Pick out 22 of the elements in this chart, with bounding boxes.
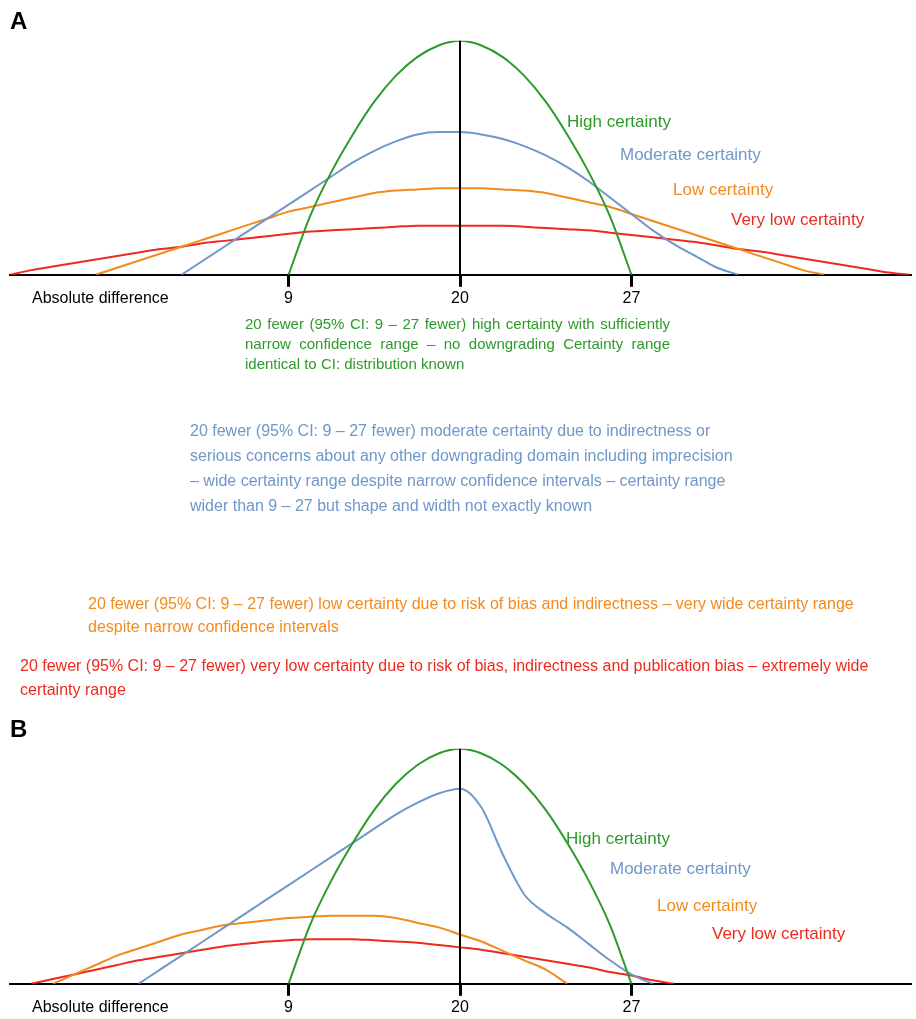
series-label: Very low certainty bbox=[731, 209, 865, 229]
text: Very low certainty bbox=[712, 923, 846, 943]
series-label: High certainty bbox=[566, 828, 671, 848]
chart-title: A bbox=[10, 7, 28, 35]
chart-title: B bbox=[10, 715, 28, 743]
x-tick-label: 20 bbox=[451, 997, 469, 1015]
series-label: Low certainty bbox=[673, 179, 774, 199]
text: 20 fewer (95% CI: 9 – 27 fewer) low certainty due to risk of bias and indirectness – very wide certainty range despite narrow confidence intervals bbox=[88, 594, 855, 637]
x-tick-label: 27 bbox=[622, 288, 641, 306]
text: 20 fewer (95% CI: 9 – 27 fewer) very low certainty due to risk of bias, indirectness and publication bias – extremely wide certainty range bbox=[20, 656, 870, 700]
x-tick-label: 27 bbox=[622, 997, 641, 1015]
text: 20 fewer (95% CI: 9 – 27 fewer) high certainty with sufficiently narrow confidence range – no downgrading Certainty range identical to CI: distribution known bbox=[245, 314, 670, 374]
text: Moderate certainty bbox=[610, 858, 752, 878]
text: Low certainty bbox=[657, 895, 758, 915]
x-tick-label: 20 bbox=[451, 288, 469, 306]
x-tick-label: 9 bbox=[284, 288, 294, 306]
text: 20 fewer (95% CI: 9 – 27 fewer) moderate certainty due to indirectness or serious concerns about any other downgrading domain including imprecision – wide certainty range despite narrow confidence intervals – certainty range wider than 9 – 27 but shape and width not exactly known bbox=[190, 421, 734, 516]
series-label: Moderate certainty bbox=[620, 144, 762, 164]
x-axis-title: Absolute difference bbox=[32, 289, 169, 307]
series-label: High certainty bbox=[567, 111, 672, 131]
x-axis-title: Absolute difference bbox=[32, 998, 169, 1016]
x-tick-label: 9 bbox=[284, 997, 294, 1015]
